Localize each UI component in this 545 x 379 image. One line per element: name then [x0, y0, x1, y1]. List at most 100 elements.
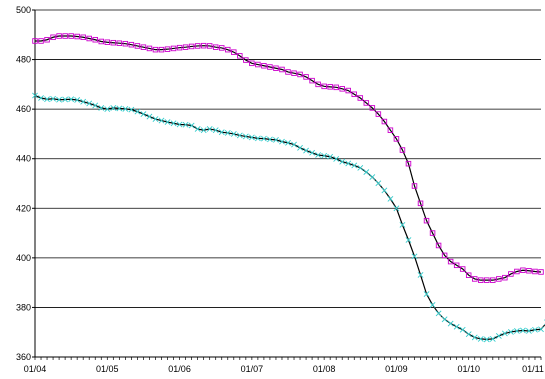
- data-point: [465, 331, 472, 338]
- data-point: [526, 328, 532, 334]
- data-point: [273, 136, 279, 143]
- data-point: [297, 71, 303, 78]
- data-point: [74, 97, 81, 103]
- x-tick-label: 01/07: [241, 364, 264, 374]
- data-point: [140, 111, 147, 118]
- data-point: [218, 45, 225, 51]
- data-point: [122, 105, 129, 112]
- data-point: [303, 74, 309, 80]
- data-point: [291, 141, 297, 148]
- data-point: [50, 95, 56, 102]
- y-tick-label: 380: [16, 302, 31, 312]
- data-point: [261, 63, 267, 69]
- data-point: [315, 152, 322, 158]
- data-point: [411, 253, 418, 260]
- data-point: [399, 221, 406, 228]
- data-point: [86, 100, 93, 107]
- data-point: [110, 39, 117, 46]
- data-point: [507, 329, 514, 335]
- data-point: [116, 40, 123, 46]
- data-point: [363, 100, 370, 106]
- data-point: [110, 104, 117, 111]
- data-point: [496, 276, 502, 282]
- x-tick-label: 01/05: [96, 364, 119, 374]
- data-point: [62, 33, 68, 39]
- data-point: [248, 134, 255, 141]
- data-point: [80, 34, 86, 41]
- data-point: [279, 138, 285, 145]
- data-point: [140, 44, 147, 50]
- data-point: [176, 121, 183, 128]
- data-point: [435, 242, 442, 249]
- data-point: [315, 81, 321, 88]
- data-point: [188, 43, 195, 50]
- data-point: [477, 335, 484, 342]
- x-tick-label: 01/06: [168, 364, 191, 374]
- data-point: [158, 46, 165, 53]
- data-point: [297, 144, 303, 151]
- data-point: [381, 118, 388, 125]
- data-point: [339, 86, 345, 92]
- data-point: [369, 174, 376, 180]
- data-point: [152, 116, 159, 122]
- data-point: [441, 252, 448, 259]
- data-point: [38, 38, 44, 44]
- data-point: [417, 272, 424, 278]
- y-tick-label: 460: [16, 104, 31, 114]
- data-point: [212, 44, 219, 50]
- x-tick-labels: 01/04 01/05 01/06 01/07 01/08 01/09 01/10 01/11: [24, 364, 544, 374]
- x-tick-label: 01/10: [457, 364, 480, 374]
- data-point: [44, 96, 50, 103]
- series-0: [32, 33, 544, 283]
- data-point: [243, 57, 249, 63]
- data-point: [44, 36, 50, 43]
- data-point: [146, 113, 153, 120]
- data-point: [242, 133, 249, 140]
- data-point: [357, 95, 364, 101]
- data-point: [225, 46, 231, 53]
- data-point: [285, 69, 291, 75]
- data-point: [478, 277, 484, 283]
- x-tick-label: 01/11: [522, 364, 544, 374]
- data-point: [501, 330, 508, 337]
- data-point: [62, 96, 69, 103]
- data-point: [255, 61, 261, 68]
- data-point: [249, 60, 255, 67]
- y-tick-label: 420: [16, 203, 31, 213]
- data-point: [231, 49, 237, 55]
- data-point: [170, 120, 177, 127]
- data-point: [194, 126, 201, 132]
- data-point: [538, 326, 544, 333]
- data-point: [182, 121, 189, 128]
- chart-axes: [32, 9, 542, 360]
- y-tick-label: 400: [16, 253, 31, 263]
- data-point: [182, 44, 189, 50]
- data-point: [405, 237, 412, 243]
- data-point: [152, 46, 159, 53]
- series-group: [32, 33, 545, 343]
- data-point: [56, 96, 63, 103]
- data-point: [128, 106, 135, 113]
- data-point: [369, 105, 376, 111]
- data-point: [532, 326, 538, 333]
- data-point: [164, 119, 171, 125]
- data-point: [176, 44, 183, 51]
- data-point: [260, 135, 267, 142]
- data-point: [459, 326, 466, 333]
- data-point: [471, 334, 478, 341]
- data-point: [285, 139, 291, 146]
- data-point: [92, 102, 99, 109]
- data-point: [520, 327, 526, 334]
- data-point: [128, 41, 135, 48]
- data-point: [267, 64, 273, 70]
- data-point: [80, 98, 87, 105]
- y-tick-labels: 360 380 400 420 440 460 480 500: [16, 5, 31, 362]
- data-point: [405, 160, 412, 167]
- data-point: [134, 43, 141, 49]
- data-point: [483, 336, 490, 343]
- data-point: [212, 127, 219, 134]
- data-point: [321, 83, 327, 90]
- data-point: [399, 147, 406, 153]
- data-point: [134, 108, 141, 115]
